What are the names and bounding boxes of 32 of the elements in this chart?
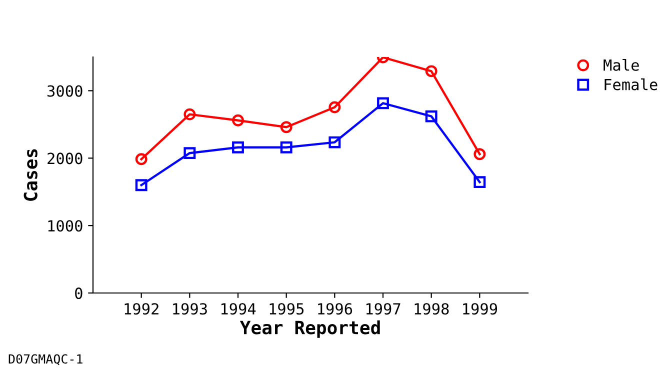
point bbox=[232, 114, 244, 126]
point bbox=[280, 121, 292, 134]
x-tick-label: 1995 bbox=[270, 303, 304, 315]
point bbox=[135, 179, 148, 192]
x-tick-label: 1992 bbox=[124, 303, 158, 315]
x-axis-title: Year Reported bbox=[240, 320, 380, 338]
point bbox=[232, 141, 244, 154]
x-tick-label: 1996 bbox=[318, 303, 352, 315]
point bbox=[377, 97, 389, 110]
point bbox=[425, 65, 438, 78]
x-tick-label: 1999 bbox=[463, 303, 498, 315]
legend-label: Male bbox=[604, 58, 639, 71]
legend-label: Female bbox=[604, 78, 658, 90]
point bbox=[474, 176, 486, 188]
x-tick-label: 1994 bbox=[221, 303, 256, 315]
point bbox=[184, 108, 196, 120]
point bbox=[135, 153, 148, 166]
y-tick-label: 1000 bbox=[48, 220, 82, 232]
point bbox=[474, 148, 486, 160]
point bbox=[280, 141, 292, 154]
x-tick-label: 1997 bbox=[366, 303, 400, 315]
y-tick-label: 0 bbox=[75, 288, 82, 300]
point bbox=[328, 136, 341, 148]
y-tick-label: 3000 bbox=[48, 85, 82, 97]
x-tick-label: 1993 bbox=[173, 303, 207, 315]
text: D07GMAQC-1 bbox=[8, 354, 82, 366]
point bbox=[328, 101, 341, 114]
y-tick-label: 2000 bbox=[48, 152, 82, 164]
point bbox=[425, 110, 438, 122]
x-tick-label: 1998 bbox=[414, 303, 449, 315]
point bbox=[184, 147, 196, 160]
y-axis-title: Cases bbox=[24, 149, 38, 201]
